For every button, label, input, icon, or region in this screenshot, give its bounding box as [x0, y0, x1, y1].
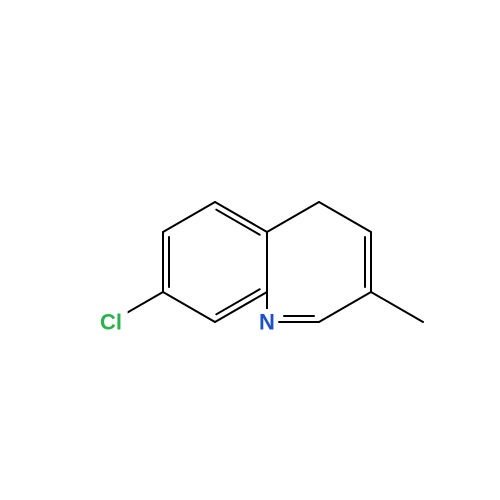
- atom-label-cl: Cl: [100, 310, 122, 335]
- atom-label-n: N: [259, 310, 275, 335]
- bond-layer: [121, 202, 423, 322]
- atom-label-layer: N Cl: [94, 309, 276, 335]
- molecule-diagram: N Cl: [0, 0, 500, 500]
